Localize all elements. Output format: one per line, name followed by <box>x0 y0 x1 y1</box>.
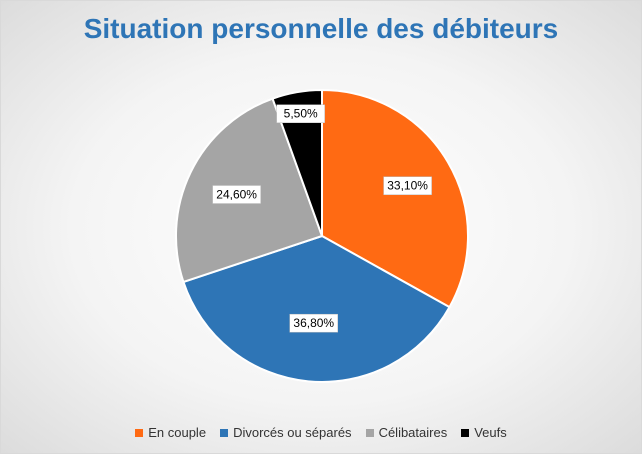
data-label-3: 24,60% <box>212 185 261 204</box>
pie-slice-1 <box>321 88 469 309</box>
data-label-box <box>212 185 261 204</box>
pie-slice-4 <box>271 88 323 237</box>
pie-slice-2 <box>182 234 451 383</box>
legend-swatch <box>135 428 144 437</box>
legend-label: Divorcés ou séparés <box>233 425 352 440</box>
data-label-text: 5,50% <box>284 107 318 121</box>
data-label-text: 24,60% <box>216 188 257 202</box>
chart-title: Situation personnelle des débiteurs <box>83 13 559 44</box>
legend-label: En couple <box>148 425 207 440</box>
data-label-text: 36,80% <box>293 316 334 330</box>
data-label-box <box>276 104 325 123</box>
data-label-1: 33,10% <box>383 176 432 195</box>
legend-item-3: Célibataires <box>365 425 448 440</box>
data-label-4: 5,50% <box>276 104 325 123</box>
data-label-box <box>289 313 339 333</box>
legend-item-2: Divorcés ou séparés <box>220 425 352 440</box>
pie-chart: 33,10% 36,80% 24,60% 5,50% <box>175 88 469 383</box>
legend-item-4: Veufs <box>461 425 507 440</box>
legend-swatch <box>365 428 374 437</box>
legend-swatch <box>220 428 229 437</box>
legend-label: Célibataires <box>378 425 448 440</box>
legend: En couple Divorcés ou séparés Célibataires… <box>1 425 641 440</box>
legend-label: Veufs <box>474 425 507 440</box>
data-label-2: 36,80% <box>289 313 339 333</box>
data-label-text: 33,10% <box>387 179 428 193</box>
data-label-box <box>383 176 432 195</box>
legend-swatch <box>461 428 470 437</box>
legend-item-1: En couple <box>135 425 206 440</box>
